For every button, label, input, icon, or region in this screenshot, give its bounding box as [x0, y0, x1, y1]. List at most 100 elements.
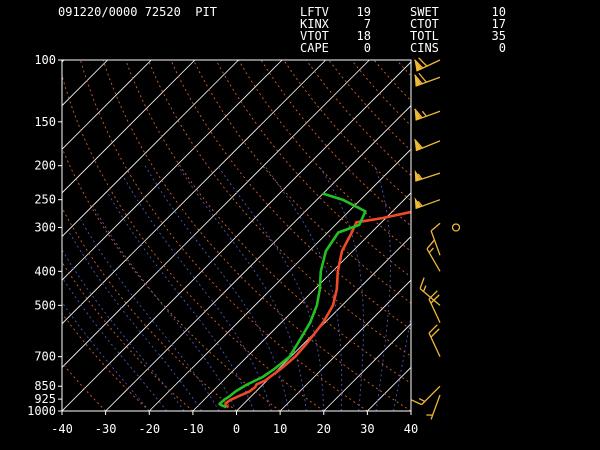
- isotherm-line: [62, 60, 327, 325]
- barb-flag: [414, 74, 423, 85]
- chart-grid: [62, 60, 600, 411]
- calm-wind-circle: [451, 223, 461, 232]
- dry-adiabat-line: [464, 60, 600, 411]
- index-label: CTOT: [410, 17, 439, 31]
- wind-barb: [419, 277, 441, 306]
- barb-flag: [430, 222, 441, 232]
- barb-staff: [430, 230, 441, 256]
- pressure-tick-label: 300: [34, 220, 56, 234]
- moist-adiabat-line: [122, 176, 272, 411]
- barb-flag: [414, 138, 423, 149]
- wind-barb: [428, 324, 441, 357]
- barb-flag: [414, 59, 424, 69]
- barb-flag: [410, 399, 422, 406]
- pressure-tick-label: 400: [34, 264, 56, 278]
- temperature-tick-label: 30: [360, 422, 374, 436]
- temperature-tick-label: 10: [273, 422, 287, 436]
- isotherm-line: [62, 61, 411, 411]
- barb-pennant: [414, 169, 421, 182]
- isotherm-line: [62, 60, 283, 281]
- dry-adiabat-line: [238, 60, 411, 252]
- dry-adiabat-line: [373, 60, 411, 102]
- wind-barb: [414, 169, 441, 182]
- temperature-tick-label: 20: [317, 422, 331, 436]
- temperature-tick-label: -40: [51, 422, 73, 436]
- moist-adiabat-line: [177, 165, 307, 411]
- dry-adiabat-line: [260, 60, 411, 227]
- dry-adiabat-line: [396, 60, 411, 77]
- dry-adiabat-line: [328, 60, 411, 152]
- index-value: 7: [363, 17, 371, 31]
- isotherm-line: [62, 60, 239, 238]
- wind-barb: [410, 385, 441, 406]
- pressure-tick-label: 100: [34, 53, 56, 67]
- temperature-tick-label: 0: [233, 422, 240, 436]
- pressure-tick-label: 925: [34, 392, 56, 406]
- isotherm-line: [105, 105, 411, 411]
- moist-adiabat-line: [264, 165, 343, 411]
- moist-adiabat-line: [69, 232, 202, 411]
- isotherm-line: [323, 323, 411, 411]
- moist-adiabat-line: [62, 301, 150, 411]
- dry-adiabat-line: [102, 60, 411, 411]
- index-label: TOTL: [410, 29, 439, 43]
- barb-half-flag: [417, 200, 423, 207]
- index-label: CAPE: [300, 41, 329, 55]
- wind-barb: [426, 239, 441, 272]
- pressure-tick-label: 150: [34, 115, 56, 129]
- index-value: 35: [491, 29, 506, 43]
- barb-pennant: [414, 59, 422, 71]
- index-value: 17: [491, 17, 506, 31]
- wind-barb: [414, 138, 441, 152]
- wind-barb: [414, 108, 441, 121]
- moist-adiabat-line: [62, 248, 185, 411]
- dry-adiabat-line: [170, 60, 411, 330]
- index-label: VTOT: [300, 29, 329, 43]
- dry-adiabat-line: [125, 60, 411, 384]
- wind-barbs: [410, 57, 461, 420]
- barb-flag: [428, 324, 438, 334]
- isotherm-line: [279, 279, 411, 411]
- dry-adiabat-line: [62, 261, 194, 411]
- wind-barb: [414, 197, 441, 210]
- dewpoint-trace: [218, 192, 367, 409]
- moist-adiabat-line: [62, 276, 168, 411]
- pressure-tick-label: 250: [34, 193, 56, 207]
- barb-half-flag: [426, 414, 433, 416]
- moist-adiabat-line: [92, 205, 237, 411]
- barb-half-flag: [421, 110, 427, 117]
- moist-adiabat-line: [80, 219, 220, 411]
- pressure-tick-label: 200: [34, 159, 56, 173]
- pressure-tick-label: 500: [34, 298, 56, 312]
- barb-staff: [416, 59, 441, 72]
- barb-half-flag: [417, 173, 423, 180]
- pressure-tick-label: 850: [34, 379, 56, 393]
- wind-barb: [414, 72, 441, 87]
- isotherm-line: [148, 148, 411, 411]
- barb-flag: [419, 277, 425, 289]
- temperature-trace: [224, 210, 411, 409]
- station-line: 091220/0000 72520 PIT: [58, 5, 217, 19]
- wind-barb: [428, 290, 441, 323]
- barb-flag: [418, 72, 427, 83]
- wind-barb: [414, 57, 441, 72]
- index-value: 10: [491, 5, 506, 19]
- index-label: CINS: [410, 41, 439, 55]
- temperature-tick-label: -20: [138, 422, 160, 436]
- index-label: SWET: [410, 5, 439, 19]
- pressure-tick-label: 1000: [27, 404, 56, 418]
- wind-barb: [430, 222, 441, 256]
- isotherm-line: [236, 235, 411, 411]
- temperature-tick-label: -10: [182, 422, 204, 436]
- index-value: 0: [498, 41, 506, 55]
- isotherm-line: [62, 60, 196, 194]
- dry-adiabat-line: [62, 146, 281, 411]
- dry-adiabat-line: [62, 74, 325, 411]
- dry-adiabat-line: [283, 60, 411, 202]
- isotherm-line: [62, 60, 152, 150]
- moist-adiabat-line: [374, 165, 391, 411]
- wind-barb: [426, 394, 441, 420]
- barb-flag: [414, 108, 423, 119]
- dry-adiabat-line: [62, 312, 150, 411]
- isotherm-line: [410, 410, 411, 411]
